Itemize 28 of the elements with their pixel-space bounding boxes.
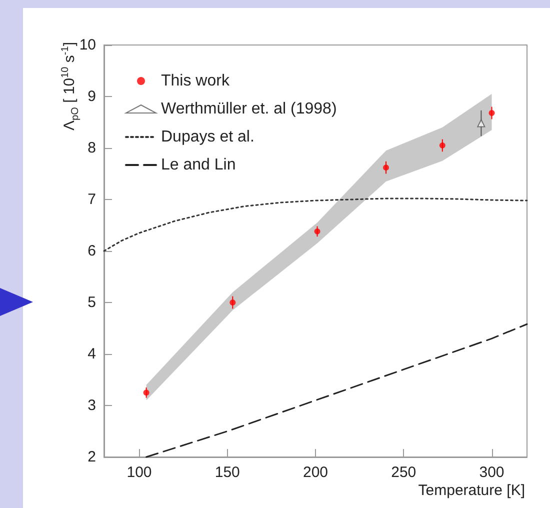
y-tick-label: 3 [88, 397, 96, 414]
line-series [103, 198, 528, 252]
legend-label: This work [161, 72, 230, 90]
x-tick-label: 150 [214, 464, 240, 481]
y-tick-label: 5 [88, 294, 96, 311]
point [477, 119, 486, 128]
x-tick-label: 200 [302, 464, 328, 481]
y-tick-label: 4 [88, 346, 96, 362]
legend-label: Le and Lin [161, 156, 236, 174]
point [488, 110, 495, 116]
y-tick-label: 2 [88, 448, 96, 466]
point [439, 142, 446, 148]
line-series [146, 323, 528, 458]
point [143, 390, 150, 396]
legend-label: Werthmüller et. al (1998) [161, 100, 337, 118]
point [314, 228, 320, 234]
x-axis-title: Temperature [K] [418, 482, 525, 499]
point [230, 300, 236, 306]
y-tick-label: 10 [79, 36, 96, 54]
x-tick-label: 100 [126, 464, 152, 481]
x-tick-label: 250 [391, 464, 416, 481]
y-tick-label: 8 [88, 140, 96, 156]
legend-label: Dupays et al. [161, 128, 254, 146]
x-tick-label: 300 [479, 464, 504, 481]
y-tick-label: 9 [88, 88, 96, 105]
y-tick-label: 6 [88, 242, 96, 260]
y-tick-label: 7 [88, 191, 96, 208]
point [383, 164, 389, 171]
